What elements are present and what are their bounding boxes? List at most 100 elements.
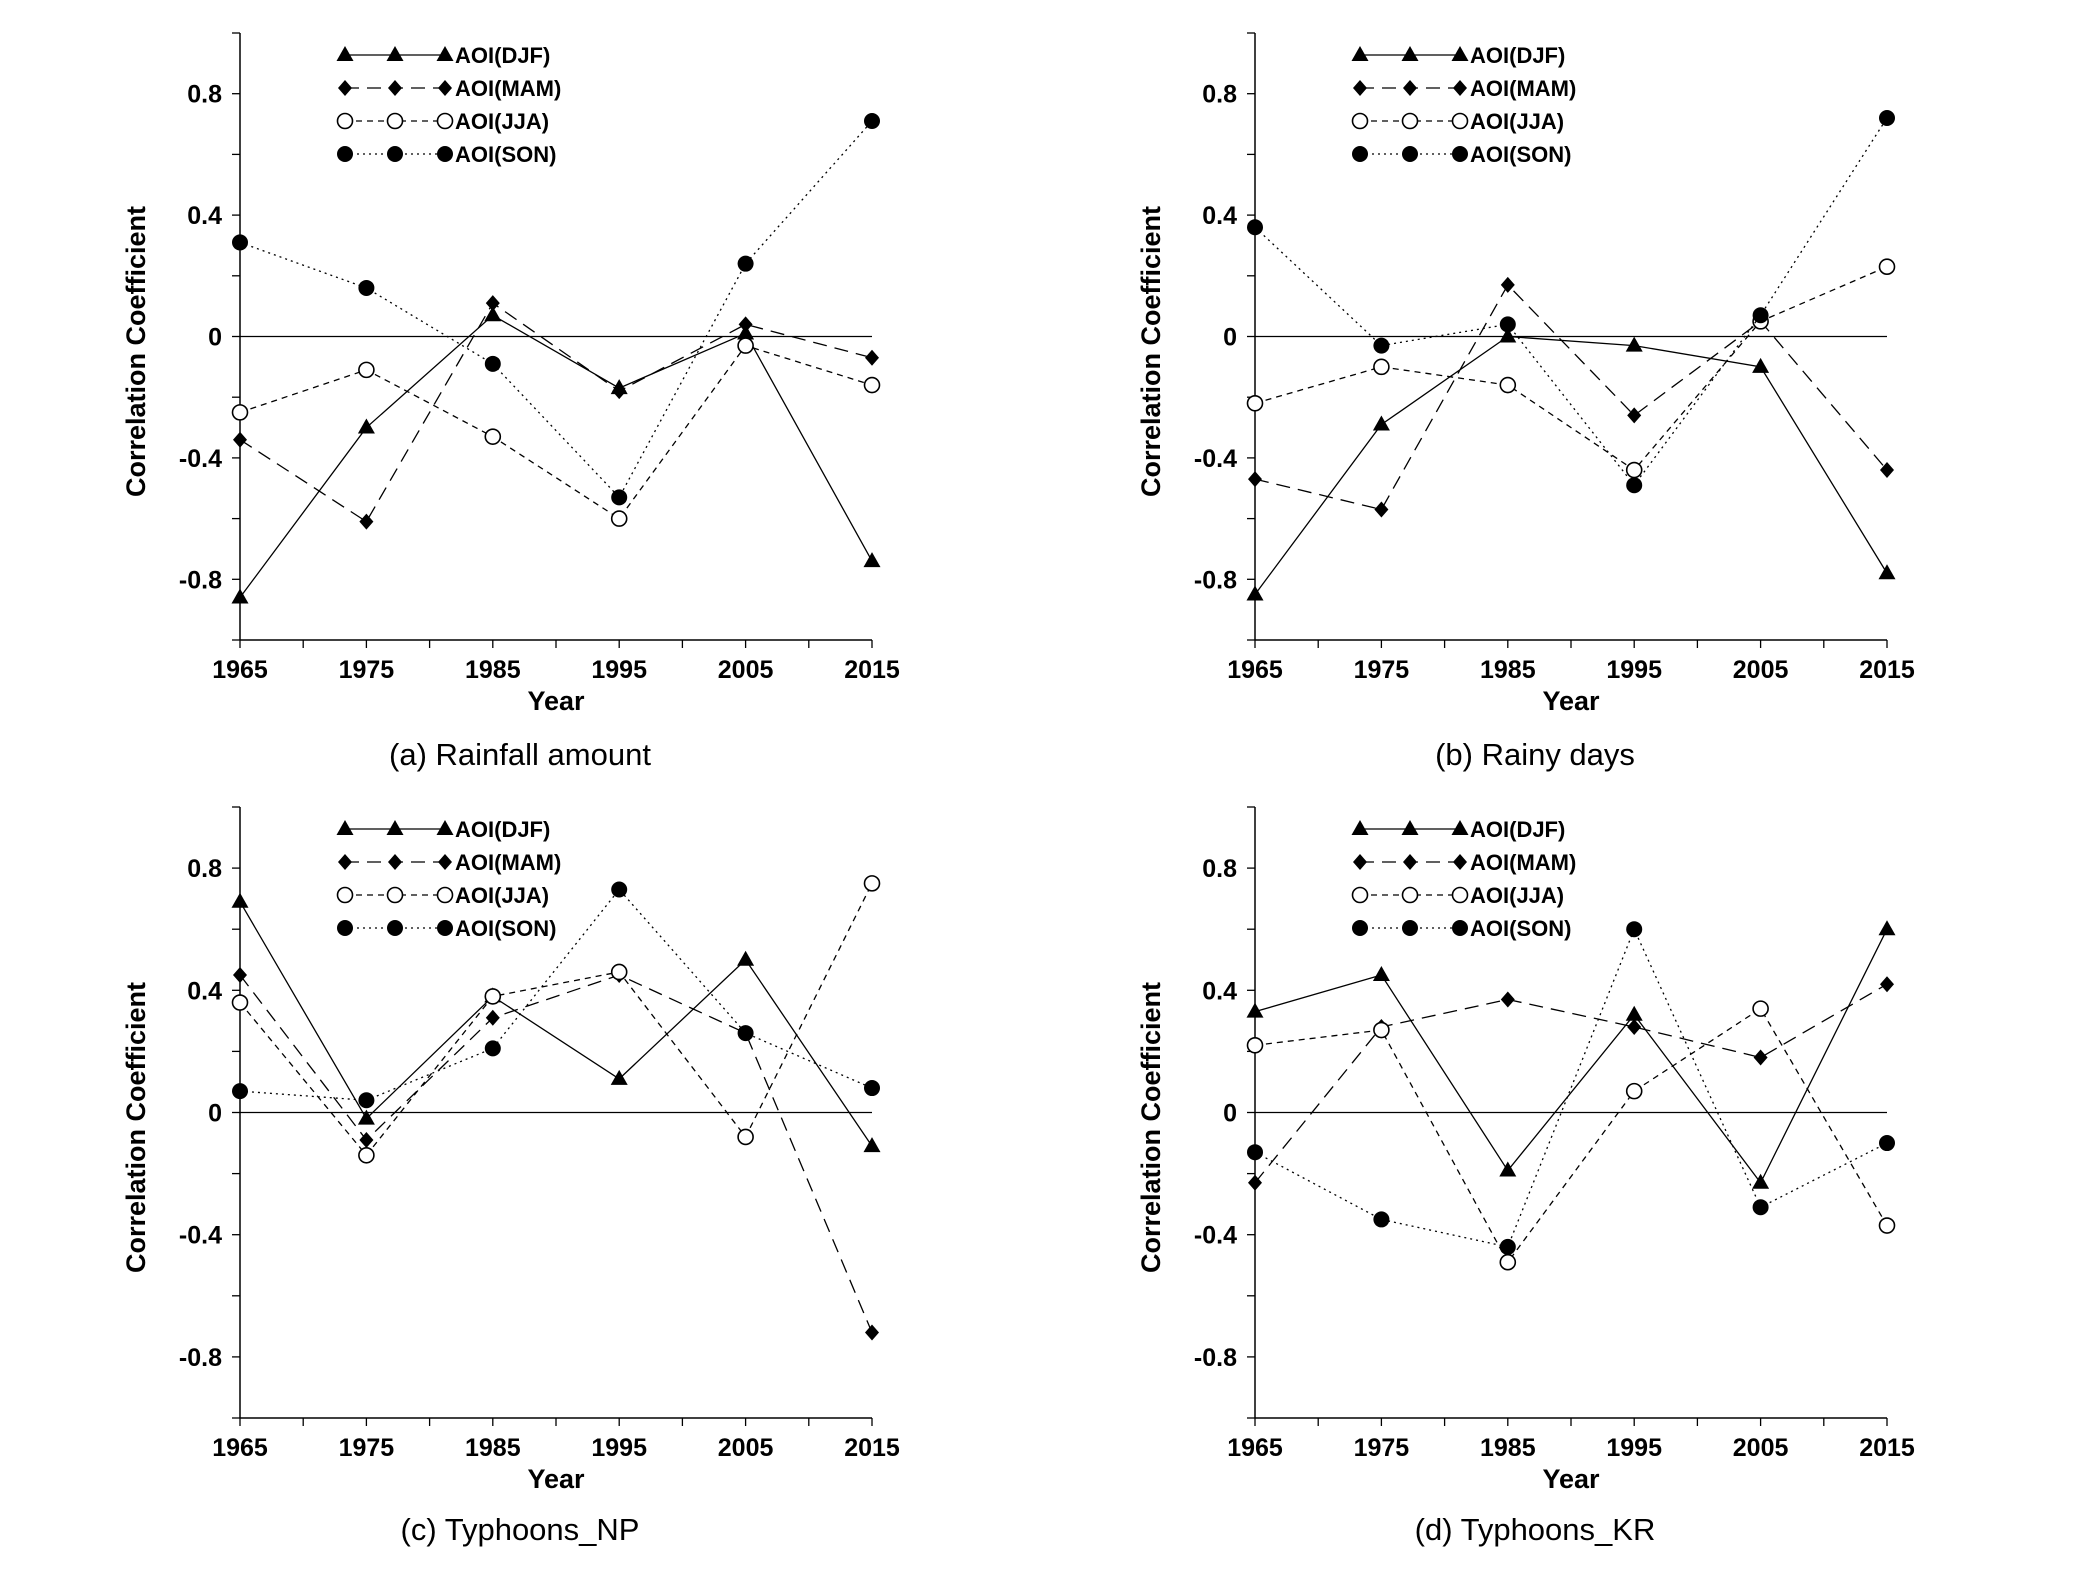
panel-caption: (b) Rainy days — [1435, 737, 1635, 772]
series-mam — [233, 967, 879, 1341]
y-tick-label: 0 — [1223, 1100, 1237, 1128]
series-line-mam — [1254, 283, 1888, 511]
y-tick-label: -0.8 — [179, 1344, 222, 1372]
x-tick-label: 2005 — [1733, 656, 1789, 684]
data-point-mam — [1627, 407, 1642, 424]
legend-marker-djf — [1451, 46, 1469, 61]
x-tick-label: 1985 — [465, 656, 521, 684]
data-point-djf — [1752, 357, 1770, 373]
legend: AOI(DJF) AOI(MAM) AOI(JJA) AOI(SON) — [1351, 43, 1576, 167]
legend-marker-mam — [1403, 854, 1417, 870]
data-point-jja — [1246, 1036, 1264, 1054]
series-line-djf — [239, 314, 873, 598]
legend-label-mam: AOI(MAM) — [455, 850, 561, 875]
panel-3: 0.8 0.4 0 -0.4 -0.8 1965 1975 1985 1995 2005 2015 Y… — [121, 806, 900, 1547]
data-point-son — [358, 279, 375, 296]
y-tick-label: -0.4 — [179, 445, 222, 473]
series-mam — [1248, 276, 1894, 518]
data-point-mam — [738, 316, 753, 333]
data-point-djf — [1499, 327, 1517, 343]
legend-marker-jja — [1451, 112, 1469, 130]
y-tick-label: -0.4 — [179, 1222, 222, 1250]
legend: AOI(DJF) AOI(MAM) AOI(JJA) AOI(SON) — [1351, 817, 1576, 941]
x-tick-label: 1975 — [339, 656, 395, 684]
data-point-mam — [485, 295, 500, 312]
legend-marker-mam — [1353, 854, 1367, 870]
legend-marker-djf — [336, 46, 354, 61]
legend-marker-jja — [1351, 886, 1369, 904]
panel-1: 0.8 0.4 0 -0.4 -0.8 1965 1975 1985 1995 2005 2015 Y… — [121, 32, 900, 772]
legend-label-jja: AOI(JJA) — [455, 883, 549, 908]
data-point-son — [232, 234, 248, 251]
series-son — [232, 881, 880, 1109]
legend-label-mam: AOI(MAM) — [455, 76, 561, 101]
legend-label-son: AOI(SON) — [1470, 142, 1571, 167]
x-axis-title: Year — [527, 686, 585, 716]
data-point-mam — [233, 967, 247, 984]
y-tick-label: -0.8 — [1194, 566, 1237, 594]
legend-marker-jja — [386, 886, 404, 904]
series-mam — [1248, 976, 1894, 1191]
panel-caption: (d) Typhoons_KR — [1415, 1512, 1656, 1547]
x-tick-label: 1975 — [1354, 1434, 1410, 1462]
legend-marker-jja — [1451, 886, 1469, 904]
data-point-son — [1752, 1199, 1769, 1216]
data-point-son — [1247, 1144, 1263, 1161]
data-point-djf — [1246, 1002, 1264, 1018]
series-line-son — [239, 120, 873, 499]
data-point-djf — [737, 950, 755, 966]
data-point-jja — [1878, 1217, 1896, 1234]
x-axis-title: Year — [1542, 1464, 1600, 1494]
y-axis-title: Correlation Coefficient — [121, 206, 151, 497]
legend-label-mam: AOI(MAM) — [1470, 76, 1576, 101]
x-tick-label: 1995 — [1606, 1434, 1662, 1462]
x-axis-title: Year — [527, 1464, 585, 1494]
x-tick-label: 1975 — [339, 1434, 395, 1462]
data-point-mam — [865, 349, 879, 366]
legend-label-djf: AOI(DJF) — [455, 817, 550, 842]
legend-marker-djf — [436, 820, 454, 835]
y-tick-label: 0 — [208, 324, 222, 352]
data-point-djf — [1752, 1173, 1770, 1189]
x-tick-label: 2005 — [1733, 1434, 1789, 1462]
y-tick-label: -0.4 — [1194, 445, 1237, 473]
data-point-mam — [359, 1131, 374, 1148]
legend-marker-son — [387, 920, 403, 936]
legend-marker-djf — [336, 820, 354, 835]
data-point-mam — [1880, 976, 1894, 993]
legend-marker-djf — [1451, 820, 1469, 835]
data-point-djf — [1372, 966, 1390, 982]
data-point-son — [1373, 1211, 1390, 1228]
y-tick-label: -0.4 — [1194, 1222, 1237, 1250]
y-axis-title: Correlation Coefficient — [121, 982, 151, 1273]
data-point-djf — [863, 1137, 881, 1153]
data-point-son — [232, 1083, 248, 1100]
legend-marker-jja — [336, 112, 354, 130]
data-point-jja — [610, 510, 628, 527]
data-point-son — [611, 489, 628, 506]
legend-marker-mam — [1453, 854, 1467, 870]
data-point-jja — [737, 337, 754, 354]
data-point-mam — [359, 513, 374, 530]
data-point-djf — [1372, 415, 1390, 431]
legend-marker-mam — [1403, 80, 1417, 96]
data-point-son — [484, 355, 501, 372]
data-point-son — [864, 113, 880, 130]
data-point-son — [358, 1092, 375, 1109]
data-point-son — [864, 1080, 880, 1097]
legend-marker-son — [437, 146, 453, 162]
data-point-mam — [1627, 1018, 1642, 1035]
data-point-son — [1879, 109, 1895, 126]
legend-marker-son — [387, 146, 403, 162]
x-tick-label: 1985 — [1480, 656, 1536, 684]
y-tick-label: 0.4 — [187, 202, 222, 230]
series-djf — [1246, 920, 1896, 1189]
data-point-son — [484, 1040, 501, 1057]
x-tick-label: 2015 — [844, 1434, 900, 1462]
data-point-jja — [1625, 1082, 1643, 1100]
series-jja — [1246, 1000, 1896, 1271]
data-point-mam — [233, 431, 247, 448]
legend-marker-mam — [438, 854, 452, 870]
series-jja — [231, 875, 881, 1164]
